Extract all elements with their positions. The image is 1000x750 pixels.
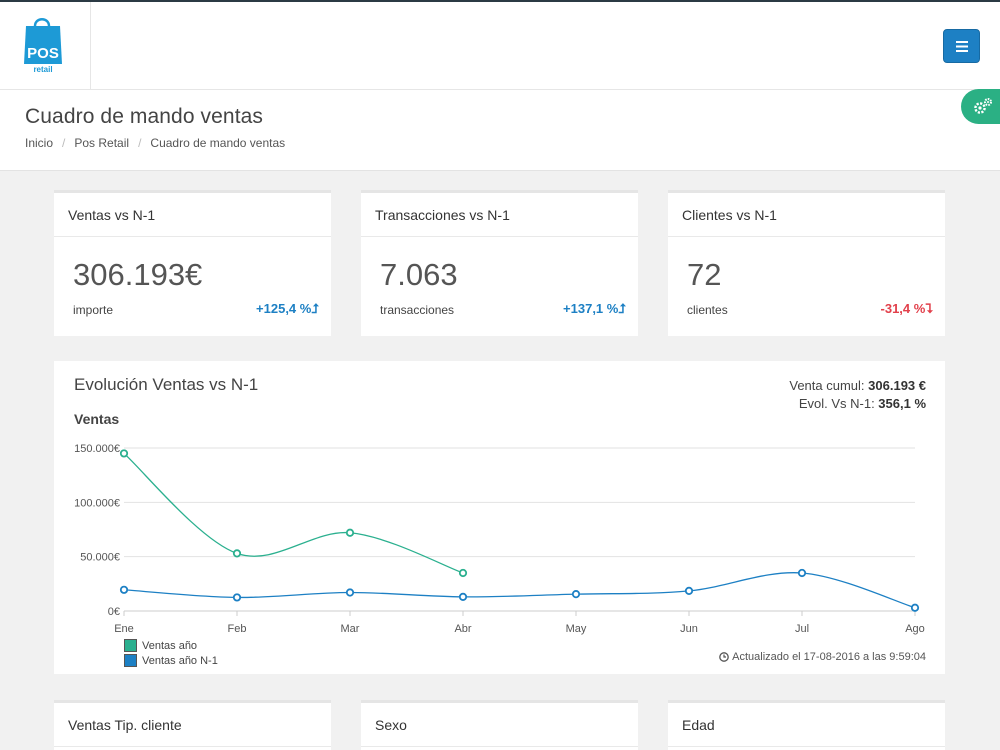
logo-subtext: retail — [33, 65, 52, 74]
chart-legend: Ventas año Ventas año N-1 — [124, 638, 218, 668]
summary-cumul: Venta cumul: 306.193 € — [789, 378, 926, 393]
data-point — [458, 592, 468, 601]
page-title: Cuadro de mando ventas — [25, 105, 264, 128]
y-tick-label: 50.000€ — [80, 552, 120, 564]
gears-icon — [974, 98, 992, 114]
y-tick-label: 100.000€ — [74, 497, 120, 509]
data-point — [345, 588, 355, 597]
breadcrumb-separator: / — [138, 136, 142, 150]
x-tick-label: Ago — [905, 623, 925, 635]
x-tick-label: Jul — [795, 623, 809, 635]
last-updated-text: Actualizado el 17-08-2016 a las 9:59:04 — [732, 651, 926, 663]
legend-label: Ventas año N-1 — [142, 654, 218, 667]
card-title: Edad — [668, 703, 945, 747]
breadcrumb-item-pos-retail[interactable]: Pos Retail — [74, 136, 130, 150]
chart-card-title: Evolución Ventas vs N-1 — [74, 375, 259, 394]
logo[interactable]: POS retail — [0, 2, 91, 90]
breadcrumb-item-current: Cuadro de mando ventas — [150, 136, 286, 150]
x-tick-label: Feb — [228, 623, 247, 635]
sales-line-chart: 0€ 50.000€ 100.000€ 150.000€ Ene Feb Mar Abr May… — [74, 443, 925, 635]
data-point — [232, 549, 242, 558]
y-tick-label: 0€ — [108, 606, 120, 618]
y-tick-label: 150.000€ — [74, 443, 120, 455]
legend-label: Ventas año — [142, 639, 198, 652]
kpi-card-title: Clientes vs N-1 — [668, 193, 945, 237]
kpi-card-title: Ventas vs N-1 — [54, 193, 331, 237]
kpi-label: transacciones — [380, 303, 455, 317]
legend-swatch — [124, 639, 137, 652]
evolution-chart-card: 0€ 50.000€ 100.000€ 150.000€ Ene Feb Mar Abr May… — [54, 361, 945, 674]
data-point — [797, 568, 807, 578]
data-point — [119, 585, 129, 594]
data-point — [345, 528, 355, 537]
kpi-change: -31,4 %⮧ — [880, 301, 933, 316]
card-ventas-tipo-cliente: Ventas Tip. cliente — [54, 700, 331, 750]
card-title: Sexo — [361, 703, 638, 747]
kpi-card-clientes: Clientes vs N-1 72 clientes -31,4 %⮧ — [668, 190, 945, 336]
summary-evolution: Evol. Vs N-1: 356,1 % — [798, 396, 926, 411]
card-sexo: Sexo — [361, 700, 638, 750]
last-updated: Actualizado el 17-08-2016 a las 9:59:04 — [719, 651, 926, 663]
kpi-change: +137,1 %⮥ — [563, 301, 626, 316]
menu-toggle-button[interactable] — [943, 29, 980, 63]
data-point — [571, 590, 581, 599]
series-line — [123, 572, 916, 609]
x-tick-label: Mar — [341, 623, 360, 635]
shopping-bag-logo-icon: POS retail — [24, 18, 62, 74]
data-point — [458, 568, 468, 578]
card-edad: Edad — [668, 700, 945, 750]
trend-up-icon: ⮥ — [618, 301, 626, 316]
chart-title: Ventas — [74, 411, 120, 427]
breadcrumb-item-inicio[interactable]: Inicio — [25, 136, 54, 150]
kpi-label: clientes — [687, 303, 728, 317]
kpi-card-title: Transacciones vs N-1 — [361, 193, 638, 237]
settings-toggle-button[interactable] — [961, 89, 1000, 124]
legend-item[interactable]: Ventas año N-1 — [124, 653, 218, 668]
kpi-label: importe — [73, 303, 114, 317]
series-line — [123, 452, 464, 574]
kpi-card-transacciones: Transacciones vs N-1 7.063 transacciones… — [361, 190, 638, 336]
data-point — [684, 586, 694, 595]
chart-summary: Venta cumul: 306.193 € Evol. Vs N-1: 356… — [789, 377, 926, 413]
kpi-value: 7.063 — [380, 257, 458, 292]
kpi-value: 72 — [687, 257, 722, 292]
kpi-card-ventas: Ventas vs N-1 306.193€ importe +125,4 %⮥ — [54, 190, 331, 336]
breadcrumb-separator: / — [62, 136, 66, 150]
x-tick-label: Ene — [114, 623, 134, 635]
top-navbar: POS retail — [0, 0, 1000, 90]
data-point — [119, 449, 129, 458]
x-tick-label: Abr — [454, 623, 471, 635]
data-point — [910, 603, 920, 612]
clock-icon — [719, 652, 729, 662]
breadcrumb: Inicio / Pos Retail / Cuadro de mando ve… — [25, 136, 285, 150]
trend-down-icon: ⮧ — [925, 301, 933, 316]
bars-icon — [956, 41, 968, 52]
kpi-change: +125,4 %⮥ — [256, 301, 319, 316]
legend-item[interactable]: Ventas año — [124, 638, 218, 653]
data-point — [232, 593, 242, 602]
kpi-value: 306.193€ — [73, 257, 203, 292]
x-tick-label: Jun — [680, 623, 698, 635]
card-title: Ventas Tip. cliente — [54, 703, 331, 747]
trend-up-icon: ⮥ — [311, 301, 319, 316]
legend-swatch — [124, 654, 137, 667]
logo-text: POS — [27, 45, 59, 62]
x-tick-label: May — [566, 623, 587, 635]
page-header: Cuadro de mando ventas Inicio / Pos Reta… — [0, 90, 1000, 171]
